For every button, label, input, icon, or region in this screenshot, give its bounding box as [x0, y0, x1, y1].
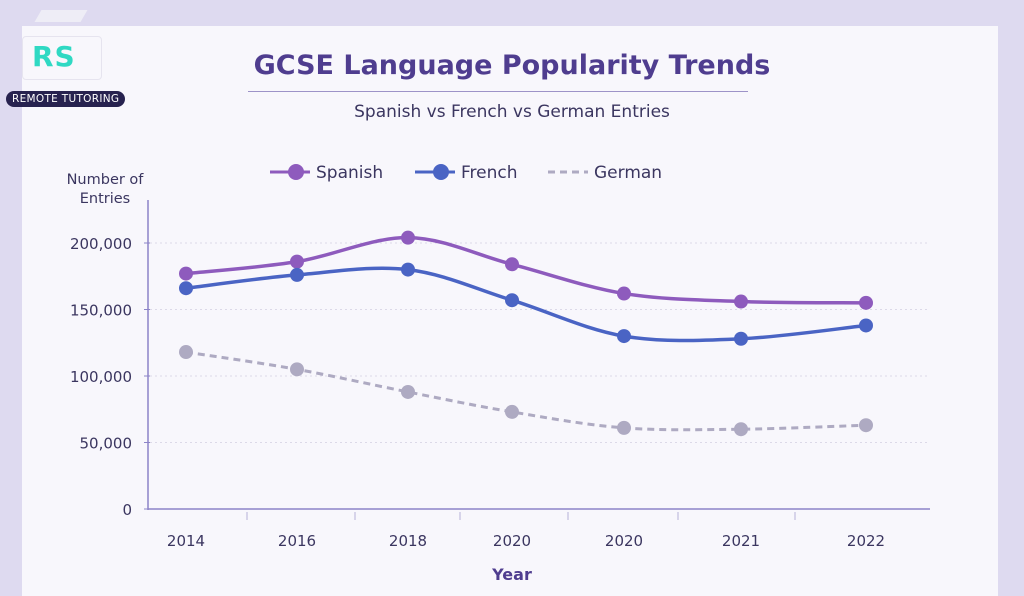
- data-point-french: [617, 329, 631, 344]
- x-tick-label: 2021: [722, 532, 760, 550]
- brand-badge: REMOTE TUTORING: [6, 91, 126, 107]
- chart-card: [22, 26, 998, 596]
- data-point-german: [505, 404, 519, 419]
- data-point-spanish: [179, 266, 193, 281]
- series-line-french: [185, 266, 867, 343]
- y-tick-label: 150,000: [70, 302, 132, 320]
- data-point-french: [505, 293, 519, 308]
- data-point-german: [401, 384, 415, 399]
- data-point-french: [859, 318, 873, 333]
- data-point-french: [734, 331, 748, 346]
- y-tick-label: 50,000: [80, 435, 133, 453]
- y-tick-label: 100,000: [70, 368, 132, 386]
- series-line-german: [185, 350, 867, 432]
- x-tick-label: 2020: [493, 532, 531, 550]
- x-tick-label: 2014: [167, 532, 205, 550]
- x-tick-label: 2022: [847, 532, 885, 550]
- y-axis-label-line2: Entries: [80, 191, 131, 207]
- legend-label-french: French: [461, 163, 518, 183]
- y-tick-label: 200,000: [70, 235, 132, 253]
- data-point-spanish: [505, 257, 519, 272]
- data-point-french: [401, 262, 415, 277]
- data-point-german: [290, 362, 304, 377]
- legend-marker-french: [433, 164, 449, 180]
- data-point-french: [290, 267, 304, 282]
- series-line-spanish: [185, 235, 867, 305]
- legend-label-spanish: Spanish: [316, 163, 383, 183]
- y-tick-label: 0: [122, 501, 132, 519]
- data-point-german: [859, 418, 873, 433]
- legend-marker-spanish: [288, 164, 304, 180]
- x-tick-label: 2016: [278, 532, 316, 550]
- logo: RS: [32, 40, 76, 73]
- data-point-spanish: [859, 295, 873, 310]
- data-point-french: [179, 281, 193, 296]
- legend-label-german: German: [594, 163, 662, 183]
- data-point-german: [179, 345, 193, 360]
- line-chart: 0 50,000 100,000 150,000 200,000 2014 2016 2018…: [67, 163, 930, 584]
- x-axis-label: Year: [491, 565, 532, 584]
- data-point-spanish: [734, 294, 748, 309]
- x-tick-label: 2018: [389, 532, 427, 550]
- page-title: GCSE Language Popularity Trends: [253, 50, 771, 81]
- logo-frame: [22, 36, 102, 80]
- y-axis-label-line1: Number of: [67, 172, 145, 188]
- data-point-spanish: [617, 286, 631, 301]
- page-subtitle: Spanish vs French vs German Entries: [354, 102, 670, 122]
- data-point-german: [617, 420, 631, 435]
- data-point-german: [734, 422, 748, 437]
- x-tick-label: 2020: [605, 532, 643, 550]
- data-point-spanish: [290, 254, 304, 269]
- data-point-spanish: [401, 230, 415, 245]
- title-divider: [248, 91, 748, 92]
